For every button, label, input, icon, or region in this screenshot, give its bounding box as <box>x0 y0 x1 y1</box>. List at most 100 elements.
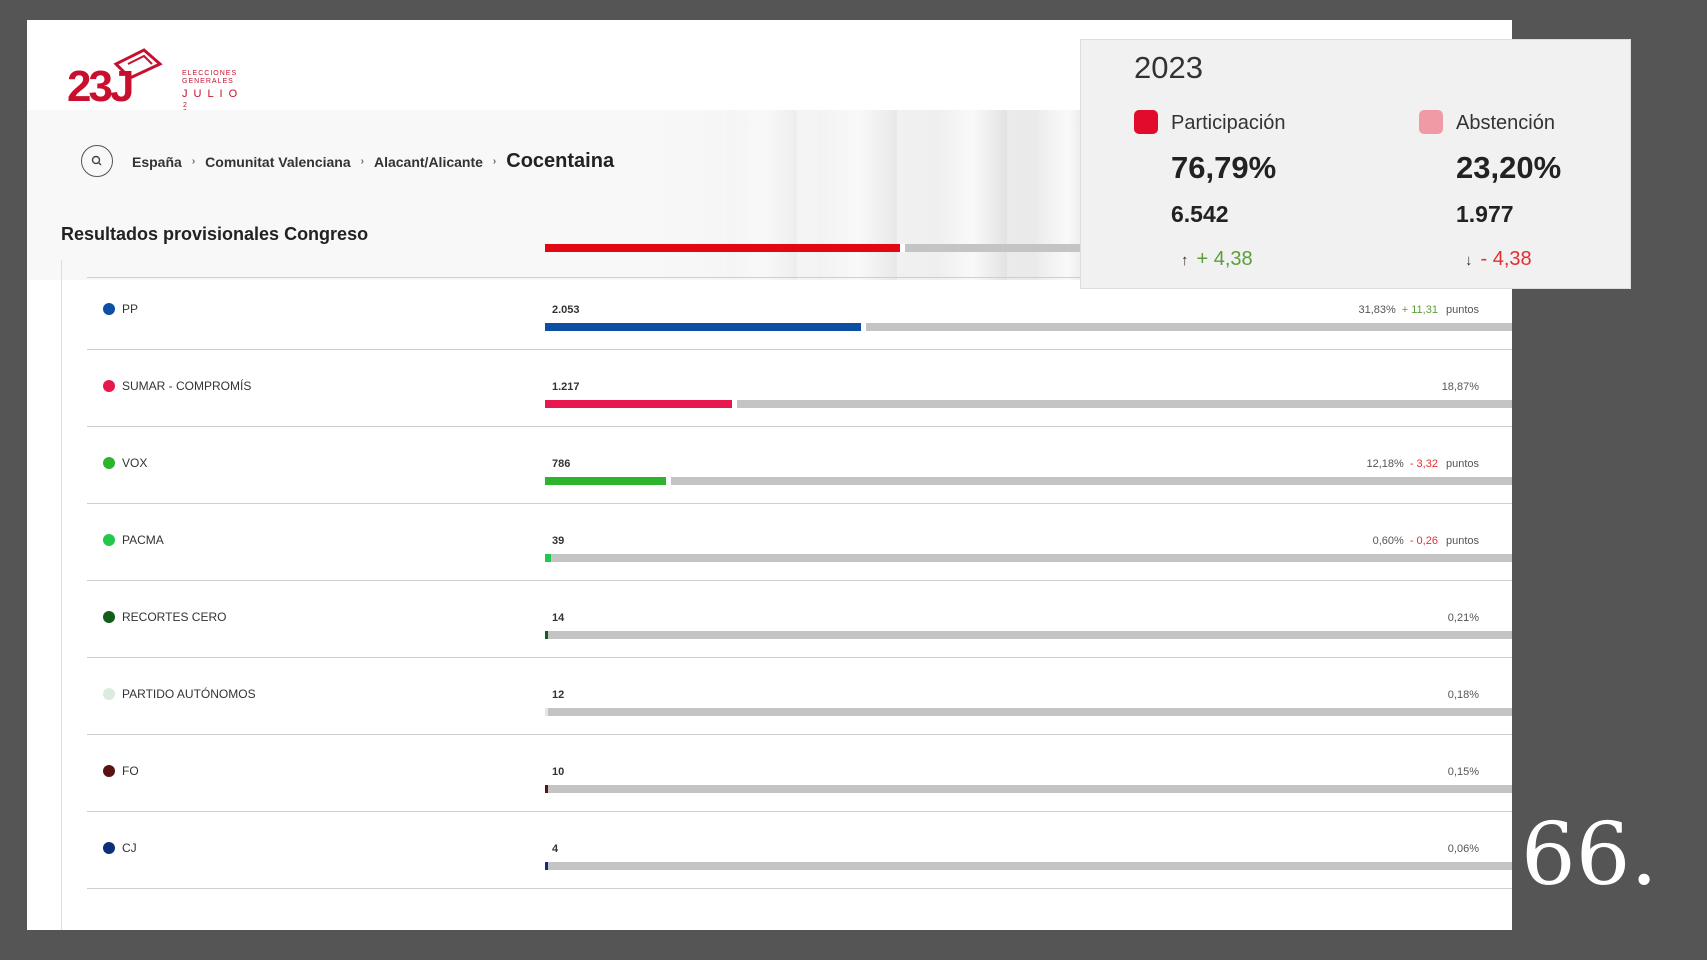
result-row: PP 2.053 31,83% + 11,31 puntos <box>87 272 1512 350</box>
vote-share-fill <box>545 862 548 870</box>
arrow-down-icon: ↓ <box>1465 252 1473 269</box>
vote-share-fill <box>545 708 548 716</box>
search-button[interactable] <box>81 145 113 177</box>
result-row-partial <box>87 200 1512 278</box>
participation-delta: ↑ + 4,38 <box>1181 248 1253 271</box>
ballot-logo-icon <box>113 48 163 80</box>
percentage-value: 0,60% <box>1372 535 1404 547</box>
percentage-delta: + 11,31 <box>1401 304 1438 316</box>
party-votes: 39 <box>552 535 565 547</box>
party-color-dot <box>103 842 115 854</box>
bar-gap <box>732 400 738 408</box>
slide-number: 66. <box>1521 805 1658 905</box>
party-name: PARTIDO AUTÓNOMOS <box>122 687 256 701</box>
vote-share-bar <box>545 554 1512 562</box>
party-color-dot <box>103 534 115 546</box>
percentage-value: 0,06% <box>1447 843 1479 855</box>
party-percentage: 0,60% - 0,26 puntos <box>1373 535 1479 547</box>
party-name: RECORTES CERO <box>122 610 227 624</box>
abstention-label: Abstención <box>1456 112 1555 134</box>
percentage-delta: - 3,32 <box>1409 458 1438 470</box>
party-votes: 14 <box>552 612 565 624</box>
party-percentage: 0,15% <box>1448 766 1479 778</box>
party-color-dot <box>103 688 115 700</box>
turnout-panel: 2023 Participación 76,79% 6.542 ↑ + 4,38 … <box>1081 40 1630 288</box>
result-row: PACMA 39 0,60% - 0,26 puntos <box>87 503 1512 581</box>
arrow-up-icon: ↑ <box>1181 252 1189 269</box>
percentage-value: 0,18% <box>1447 689 1479 701</box>
participation-label: Participación <box>1171 112 1286 134</box>
party-percentage: 0,18% <box>1448 689 1479 701</box>
party-votes: 2.053 <box>552 304 580 316</box>
logo-line-2: GENERALES <box>182 78 234 85</box>
abstention-count: 1.977 <box>1456 201 1514 227</box>
percentage-value: 18,87% <box>1441 381 1479 393</box>
vote-share-fill <box>545 400 733 408</box>
party-color-dot <box>103 765 115 777</box>
party-name: VOX <box>122 456 148 470</box>
bar-gap <box>899 244 905 252</box>
bar-gap <box>861 323 867 331</box>
percentage-value: 0,15% <box>1447 766 1479 778</box>
result-row: CJ 4 0,06% <box>87 811 1512 889</box>
divider <box>61 260 62 930</box>
vote-share-bar <box>545 244 1512 252</box>
percentage-value: 12,18% <box>1366 458 1404 470</box>
party-color-dot <box>103 380 115 392</box>
percentage-value: 31,83% <box>1358 304 1396 316</box>
vote-share-bar <box>545 708 1512 716</box>
vote-share-bar <box>545 785 1512 793</box>
chevron-right-icon: › <box>360 156 364 167</box>
abstention-delta: ↓ - 4,38 <box>1465 248 1532 271</box>
logo-line-1: ELECCIONES <box>182 70 238 77</box>
party-percentage: 0,21% <box>1448 612 1479 624</box>
search-icon <box>91 155 102 166</box>
logo-title: 23J <box>67 62 134 111</box>
vote-share-fill <box>545 244 900 252</box>
vote-share-fill <box>545 323 862 331</box>
vote-share-fill <box>545 785 548 793</box>
party-color-dot <box>103 457 115 469</box>
participation-count: 6.542 <box>1171 201 1229 227</box>
chevron-right-icon: › <box>191 156 196 167</box>
breadcrumb-item-province[interactable]: Alacant/Alicante <box>373 153 483 170</box>
party-name: CJ <box>122 841 137 855</box>
party-votes: 786 <box>552 458 571 470</box>
participation-swatch <box>1134 110 1158 134</box>
party-percentage: 0,06% <box>1448 843 1479 855</box>
party-votes: 4 <box>552 843 559 855</box>
participation-pct: 76,79% <box>1171 150 1277 185</box>
percentage-delta: - 0,26 <box>1409 535 1438 547</box>
party-votes: 10 <box>552 766 565 778</box>
delta-unit: puntos <box>1445 458 1479 470</box>
breadcrumb-item-espana[interactable]: España <box>132 153 182 170</box>
result-row: PARTIDO AUTÓNOMOS 12 0,18% <box>87 657 1512 735</box>
party-color-dot <box>103 611 115 623</box>
party-color-dot <box>103 303 115 315</box>
vote-share-bar <box>545 477 1512 485</box>
party-votes: 12 <box>552 689 565 701</box>
party-name: PACMA <box>122 533 164 547</box>
party-name: PP <box>122 302 139 316</box>
breadcrumb-item-region[interactable]: Comunitat Valenciana <box>205 153 351 170</box>
logo[interactable]: 23J ELECCIONES GENERALES JULIO 2 0 2 3 <box>67 30 237 130</box>
party-percentage: 12,18% - 3,32 puntos <box>1367 458 1479 470</box>
bar-gap <box>665 477 671 485</box>
result-row: SUMAR - COMPROMÍS 1.217 18,87% <box>87 349 1512 427</box>
result-row: VOX 786 12,18% - 3,32 puntos <box>87 426 1512 504</box>
vote-share-bar <box>545 323 1512 331</box>
breadcrumb: España › Comunitat Valenciana › Alacant/… <box>132 150 614 173</box>
vote-share-fill <box>545 631 548 639</box>
party-percentage: 31,83% + 11,31 puntos <box>1358 304 1479 316</box>
vote-share-fill <box>545 477 666 485</box>
vote-share-bar <box>545 400 1512 408</box>
abstention-pct: 23,20% <box>1456 150 1562 185</box>
logo-subtitle: ELECCIONES GENERALES <box>182 70 237 86</box>
delta-unit: puntos <box>1445 304 1479 316</box>
abstention-delta-value: - 4,38 <box>1480 248 1532 270</box>
party-votes: 1.217 <box>552 381 580 393</box>
abstention-swatch <box>1419 110 1443 134</box>
chevron-right-icon: › <box>492 156 497 167</box>
percentage-value: 0,21% <box>1447 612 1479 624</box>
turnout-year: 2023 <box>1134 50 1203 85</box>
